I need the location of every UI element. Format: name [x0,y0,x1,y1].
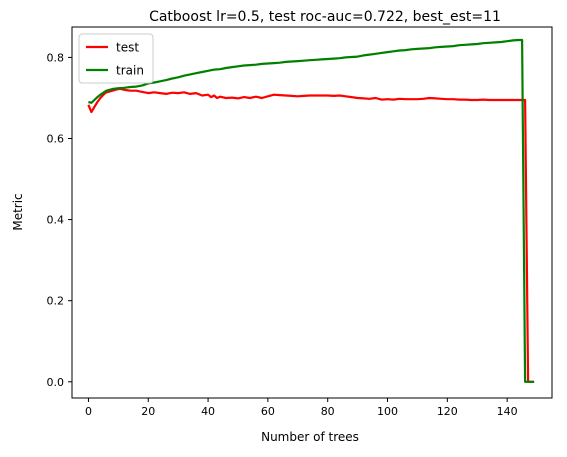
legend-label-test: test [116,41,139,55]
x-axis: 0 20 40 60 80 100 120 140 [85,398,518,418]
x-tick-label: 100 [377,405,398,418]
y-tick-label: 0.6 [47,133,65,146]
y-tick-label: 0.4 [47,214,65,227]
y-axis: 0.0 0.2 0.4 0.6 0.8 [47,51,72,389]
series-line-test [87,87,535,383]
x-tick-label: 60 [261,405,275,418]
x-tick-label: 80 [321,405,335,418]
y-axis-label: Metric [11,193,25,230]
x-tick-label: 0 [85,405,92,418]
x-axis-label: Number of trees [261,430,359,444]
y-tick-label: 0.8 [47,51,65,64]
axes-frame [71,26,553,399]
y-tick-label: 0.2 [47,295,65,308]
x-tick-label: 40 [201,405,215,418]
y-tick-label: 0.0 [47,376,65,389]
x-tick-label: 20 [141,405,155,418]
legend: test train [78,33,154,84]
chart-title: Catboost lr=0.5, test roc-auc=0.722, bes… [149,9,501,25]
x-tick-label: 120 [437,405,458,418]
legend-label-train: train [116,64,144,78]
x-tick-label: 140 [497,405,518,418]
